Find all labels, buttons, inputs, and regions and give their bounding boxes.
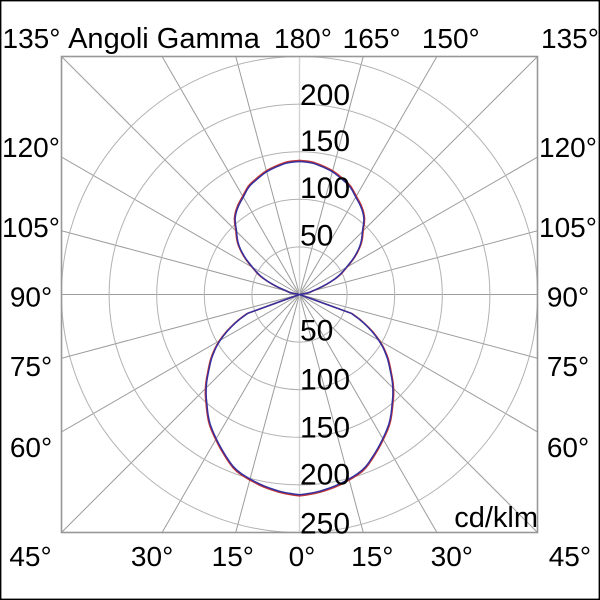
svg-text:cd/klm: cd/klm (454, 502, 538, 534)
svg-text:75°: 75° (547, 351, 589, 382)
svg-text:60°: 60° (10, 432, 52, 463)
svg-text:150: 150 (300, 125, 350, 158)
svg-text:135°: 135° (541, 23, 599, 54)
svg-text:180°: 180° (274, 23, 332, 54)
svg-text:250: 250 (300, 507, 350, 540)
svg-text:30°: 30° (131, 541, 173, 572)
svg-text:120°: 120° (539, 132, 597, 163)
svg-text:105°: 105° (2, 212, 60, 243)
svg-text:30°: 30° (431, 541, 473, 572)
svg-text:135°: 135° (3, 23, 61, 54)
svg-text:75°: 75° (10, 351, 52, 382)
svg-text:165°: 165° (343, 23, 401, 54)
svg-text:105°: 105° (539, 212, 597, 243)
svg-text:60°: 60° (547, 432, 589, 463)
svg-text:Angoli Gamma: Angoli Gamma (68, 23, 261, 55)
svg-text:90°: 90° (10, 282, 52, 313)
svg-text:45°: 45° (9, 541, 51, 572)
svg-text:200: 200 (300, 79, 350, 112)
svg-text:200: 200 (300, 458, 350, 491)
svg-text:50: 50 (300, 219, 333, 252)
svg-text:45°: 45° (549, 541, 591, 572)
svg-text:120°: 120° (2, 132, 60, 163)
svg-text:150: 150 (300, 411, 350, 444)
svg-text:100: 100 (300, 172, 350, 205)
svg-text:15°: 15° (351, 541, 393, 572)
svg-text:100: 100 (300, 363, 350, 396)
svg-text:15°: 15° (212, 541, 254, 572)
svg-text:0°: 0° (289, 541, 316, 572)
svg-text:50: 50 (300, 314, 333, 347)
svg-text:90°: 90° (547, 282, 589, 313)
svg-text:150°: 150° (422, 23, 480, 54)
